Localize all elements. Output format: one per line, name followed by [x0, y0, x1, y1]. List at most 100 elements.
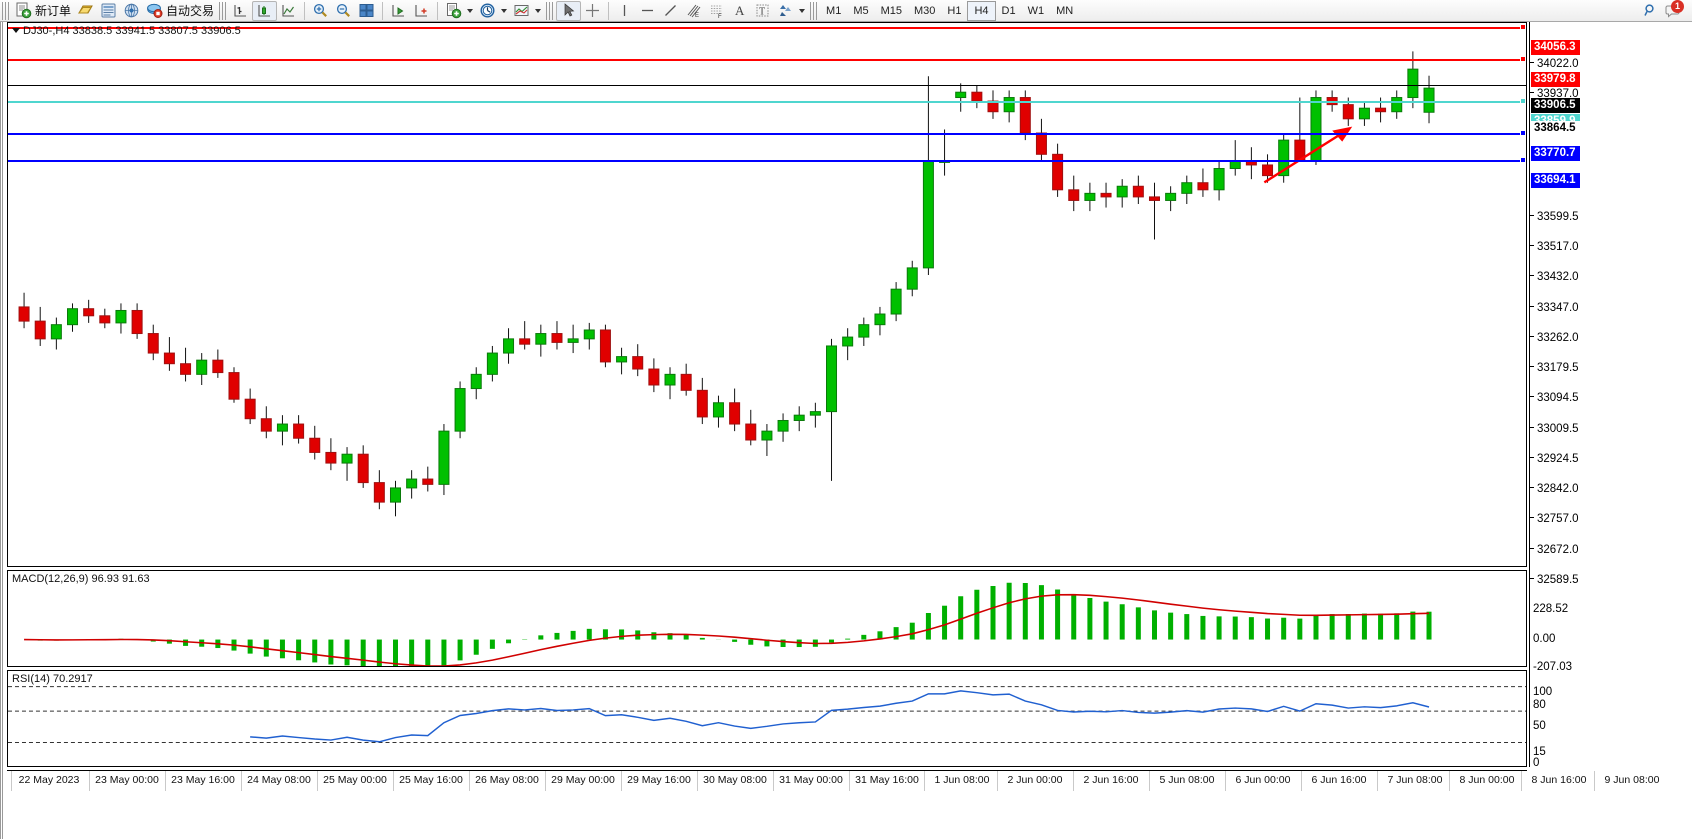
time-label: 29 May 16:00 [627, 774, 691, 786]
cursor-button[interactable] [556, 0, 582, 21]
trendline-button[interactable] [659, 1, 682, 21]
auto-scroll-button[interactable] [410, 1, 433, 21]
price-tick: 32672.0 [1529, 544, 1579, 556]
macd-pane[interactable]: MACD(12,26,9) 96.93 91.63 [7, 570, 1527, 667]
candle-body [180, 363, 192, 375]
arrows-dropdown-caret[interactable] [799, 8, 806, 13]
toolbar-separator-4 [608, 1, 610, 20]
time-label: 31 May 00:00 [779, 774, 843, 786]
timeframe-mn[interactable]: MN [1056, 4, 1074, 17]
candlestick-chart-button[interactable] [252, 0, 278, 21]
level-handle-33979[interactable] [1520, 56, 1526, 62]
timeframe-m5[interactable]: M5 [853, 4, 869, 17]
indicator-tick: 228.52 [1533, 603, 1569, 615]
toolbar-grip[interactable] [2, 1, 9, 20]
line-chart-icon [282, 5, 295, 17]
zoom-in-button[interactable] [309, 1, 332, 21]
toolbar-grip-4[interactable] [810, 1, 818, 20]
period-dropdown-caret[interactable] [501, 8, 508, 13]
level-handle-34056[interactable] [1520, 24, 1526, 30]
text-button[interactable]: A [728, 1, 751, 21]
indicator-tick: 0.00 [1533, 633, 1556, 645]
arrows-button[interactable] [774, 1, 808, 21]
candle-body [616, 356, 628, 363]
candle-body [874, 313, 886, 326]
rsi-pane[interactable]: RSI(14) 70.2917 [7, 670, 1527, 767]
shift-chart-button[interactable] [387, 1, 410, 21]
fibonacci-icon: F [711, 5, 723, 19]
price-axis[interactable]: 34022.0 33937.0 33599.5 33517.0 33432.0 33347… [1529, 22, 1692, 769]
level-line-33859-cyan[interactable] [8, 101, 1526, 103]
candle-body [147, 333, 159, 354]
candle-body [34, 320, 46, 340]
svg-text:T: T [759, 7, 765, 18]
autotrading-button[interactable]: 自动交易 [143, 1, 217, 21]
level-line-33770[interactable] [8, 133, 1526, 135]
zoom-out-button[interactable] [332, 1, 355, 21]
level-line-33694[interactable] [8, 160, 1526, 162]
vertical-line-button[interactable] [613, 1, 636, 21]
timeframe-h1[interactable]: H1 [947, 4, 962, 17]
alerts-button[interactable]: 1 [1662, 0, 1686, 21]
horizontal-line-button[interactable] [636, 1, 659, 21]
candle-body [1084, 192, 1096, 201]
level-line-33979[interactable] [8, 59, 1526, 61]
navigator-button[interactable] [120, 1, 143, 21]
timeframe-m1[interactable]: M1 [826, 4, 842, 17]
terminal-button[interactable] [74, 1, 97, 21]
level-handle-33694[interactable] [1520, 157, 1526, 163]
search-button[interactable] [1639, 1, 1662, 21]
toolbar-grip-3[interactable] [546, 1, 554, 20]
price-tag: 33770.7 [1531, 146, 1580, 161]
chart-collapse-caret-icon[interactable] [12, 28, 20, 33]
timeframe-m30[interactable]: M30 [914, 4, 936, 17]
price-pane[interactable]: DJ30-,H4 33838.5 33941.5 33807.5 33906.5 [7, 22, 1527, 567]
vertical-line-icon [623, 5, 626, 16]
period-button[interactable] [476, 1, 510, 21]
timeframe-w1[interactable]: W1 [1027, 4, 1045, 17]
candle-body [809, 411, 821, 416]
time-axis[interactable]: 22 May 2023 23 May 00:00 23 May 16:00 24 Ma… [7, 770, 1659, 792]
timeframe-m15[interactable]: M15 [880, 4, 902, 17]
alert-badge[interactable]: 1 [1665, 0, 1684, 20]
new-chart-dropdown-caret[interactable] [467, 8, 474, 13]
indicator-tick: 100 [1533, 686, 1553, 698]
timeframe-d1[interactable]: D1 [1001, 4, 1016, 17]
folder-gold-icon [78, 5, 93, 14]
crosshair-button[interactable] [581, 1, 604, 21]
data-window-button[interactable] [97, 1, 120, 21]
candle-body [1052, 153, 1064, 191]
candle-body [50, 324, 62, 340]
horizontal-line-icon [642, 9, 654, 12]
svg-text:A: A [735, 3, 745, 18]
new-order-button[interactable]: 新订单 [12, 1, 74, 21]
candle-body [454, 388, 466, 432]
candle-body [1035, 132, 1047, 155]
equidistant-channel-button[interactable]: E [682, 1, 705, 21]
candle-body [1423, 87, 1435, 113]
candle-body [551, 333, 563, 343]
new-chart-button[interactable] [442, 1, 476, 21]
tile-windows-button[interactable] [355, 1, 378, 21]
candle-body [115, 309, 127, 324]
templates-button[interactable] [510, 1, 544, 21]
candle-body [906, 267, 918, 290]
text-label-button[interactable]: T [751, 1, 774, 21]
timeframe-h4[interactable]: H4 [967, 0, 996, 21]
bar-chart-button[interactable] [229, 1, 252, 21]
level-handle-33859[interactable] [1520, 98, 1526, 104]
zoom-in-icon [313, 3, 328, 17]
candle-body [712, 402, 724, 418]
templates-dropdown-caret[interactable] [535, 8, 542, 13]
time-separator [997, 771, 998, 791]
candle-body [196, 359, 208, 375]
chart-area[interactable]: DJ30-,H4 33838.5 33941.5 33807.5 33906.5… [0, 22, 1692, 839]
toolbar-grip-2[interactable] [219, 1, 227, 20]
candle-body [341, 453, 353, 464]
fibonacci-button[interactable]: F [705, 1, 728, 21]
level-line-34056[interactable] [8, 27, 1526, 29]
time-label: 6 Jun 00:00 [1235, 774, 1291, 786]
line-chart-button[interactable] [277, 1, 300, 21]
tile-windows-icon [359, 4, 374, 17]
level-handle-33770[interactable] [1520, 130, 1526, 136]
